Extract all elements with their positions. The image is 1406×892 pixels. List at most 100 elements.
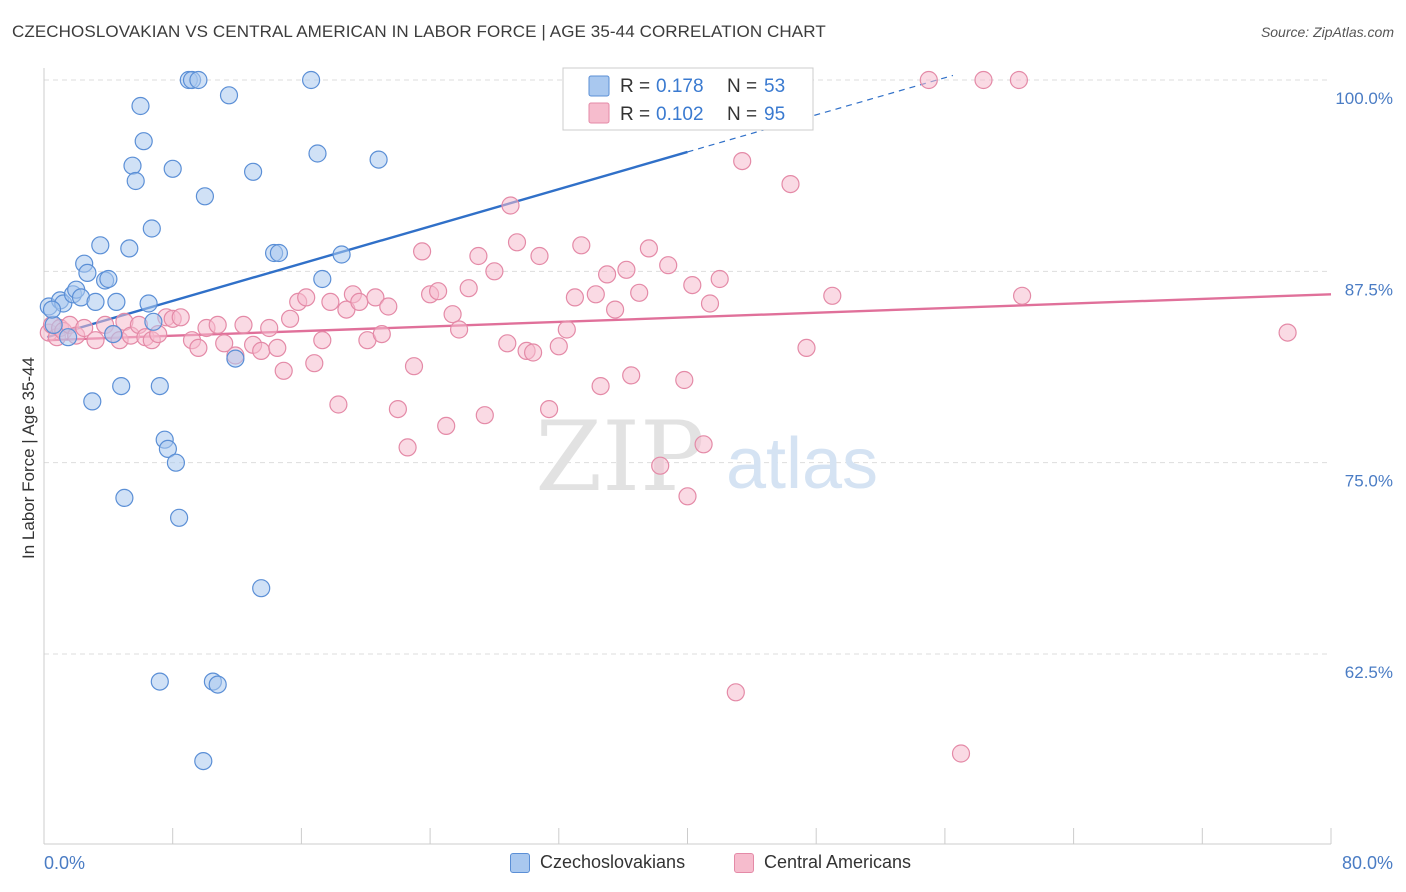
point-czechoslovakians xyxy=(252,579,271,598)
point-central-americans xyxy=(530,246,549,266)
point-central-americans xyxy=(372,325,391,344)
point-czechoslovakians xyxy=(83,392,102,411)
legend-swatch-central-americans xyxy=(734,852,754,873)
point-czechoslovakians xyxy=(99,269,118,289)
point-central-americans xyxy=(823,286,842,305)
point-central-americans xyxy=(597,265,617,284)
y-tick-label: 87.5% xyxy=(1345,280,1393,299)
point-central-americans xyxy=(413,242,432,261)
point-central-americans xyxy=(733,152,752,171)
point-central-americans xyxy=(388,400,407,419)
point-central-americans xyxy=(1278,323,1297,342)
y-tick-label: 100.0% xyxy=(1335,89,1393,108)
legend-r-label-1: R = xyxy=(620,76,650,97)
y-tick-label: 62.5% xyxy=(1345,663,1393,682)
point-central-americans xyxy=(507,233,527,252)
trend-line-central-americans xyxy=(47,293,1332,342)
y-tick-label: 75.0% xyxy=(1345,472,1393,491)
point-central-americans xyxy=(659,256,678,275)
point-czechoslovakians xyxy=(308,144,327,163)
point-central-americans xyxy=(639,239,659,258)
point-central-americans xyxy=(274,361,293,380)
point-central-americans xyxy=(974,70,993,90)
point-central-americans xyxy=(329,395,348,414)
point-czechoslovakians xyxy=(302,70,321,90)
point-central-americans xyxy=(313,331,332,350)
point-czechoslovakians xyxy=(194,751,213,771)
point-central-americans xyxy=(694,435,713,454)
point-czechoslovakians xyxy=(208,675,227,694)
point-central-americans xyxy=(305,354,324,373)
legend-item-czechoslovakians: Czechoslovakians xyxy=(510,852,685,873)
point-central-americans xyxy=(268,338,287,357)
legend-n-label-1: N = xyxy=(727,76,757,97)
legend-swatch-blue xyxy=(588,75,610,97)
point-central-americans xyxy=(297,288,316,307)
legend-label-central-americans: Central Americans xyxy=(764,852,912,872)
point-central-americans xyxy=(450,320,469,339)
point-central-americans xyxy=(683,276,702,295)
point-czechoslovakians xyxy=(142,219,161,238)
tick-labels: 62.5% 75.0% 87.5% 100.0% 0.0% 80.0% xyxy=(44,89,1393,873)
point-czechoslovakians xyxy=(112,377,131,396)
correlation-legend: R = 0.178 N = 53 R = 0.102 N = 95 xyxy=(562,67,814,131)
point-central-americans xyxy=(485,262,504,281)
point-czechoslovakians xyxy=(123,156,142,175)
point-czechoslovakians xyxy=(150,377,169,396)
point-czechoslovakians xyxy=(120,239,139,258)
point-czechoslovakians xyxy=(42,300,62,319)
point-czechoslovakians xyxy=(58,328,78,347)
point-czechoslovakians xyxy=(369,150,388,169)
point-central-americans xyxy=(675,370,694,390)
point-central-americans xyxy=(951,744,971,763)
point-czechoslovakians xyxy=(332,245,351,264)
point-czechoslovakians xyxy=(269,243,288,263)
point-central-americans xyxy=(586,285,605,304)
point-czechoslovakians xyxy=(104,325,123,344)
point-czechoslovakians xyxy=(163,159,182,178)
legend-r-value-1: 0.178 xyxy=(656,76,704,97)
point-czechoslovakians xyxy=(226,349,245,368)
point-central-americans xyxy=(710,269,729,289)
point-czechoslovakians xyxy=(244,162,263,181)
point-central-americans xyxy=(189,338,208,357)
point-central-americans xyxy=(605,300,625,319)
point-central-americans xyxy=(398,438,417,457)
axes xyxy=(43,68,1332,845)
point-central-americans xyxy=(475,406,494,425)
point-central-americans xyxy=(651,456,670,475)
point-czechoslovakians xyxy=(139,294,158,313)
legend-swatch-pink xyxy=(588,102,610,124)
legend-item-central-americans: Central Americans xyxy=(734,852,911,873)
point-central-americans xyxy=(75,318,94,338)
trend-line-extension xyxy=(687,74,954,153)
point-czechoslovakians xyxy=(115,488,134,507)
chart-source: Source: ZipAtlas.com xyxy=(1260,24,1394,40)
point-central-americans xyxy=(437,416,456,435)
point-czechoslovakians xyxy=(78,263,97,282)
point-central-americans xyxy=(549,337,568,356)
point-central-americans xyxy=(404,357,424,376)
point-central-americans xyxy=(630,283,649,302)
point-central-americans xyxy=(617,260,636,279)
legend-r-value-2: 0.102 xyxy=(656,104,704,125)
point-central-americans xyxy=(557,320,576,339)
watermark-zip: ZIP xyxy=(535,401,704,513)
point-central-americans xyxy=(429,282,448,301)
point-central-americans xyxy=(498,334,517,353)
point-central-americans xyxy=(208,315,227,334)
point-central-americans xyxy=(86,331,105,350)
point-central-americans xyxy=(523,343,543,362)
point-czechoslovakians xyxy=(195,187,214,206)
x-tick-label: 80.0% xyxy=(1342,853,1393,873)
point-central-americans xyxy=(252,341,271,360)
point-central-americans xyxy=(591,377,610,396)
point-czechoslovakians xyxy=(107,292,126,311)
point-central-americans xyxy=(1012,286,1032,305)
point-central-americans xyxy=(919,70,938,90)
point-central-americans xyxy=(443,305,462,324)
chart-title: CZECHOSLOVAKIAN VS CENTRAL AMERICAN IN L… xyxy=(12,22,826,41)
point-czechoslovakians xyxy=(144,312,163,331)
point-central-americans xyxy=(678,487,697,506)
